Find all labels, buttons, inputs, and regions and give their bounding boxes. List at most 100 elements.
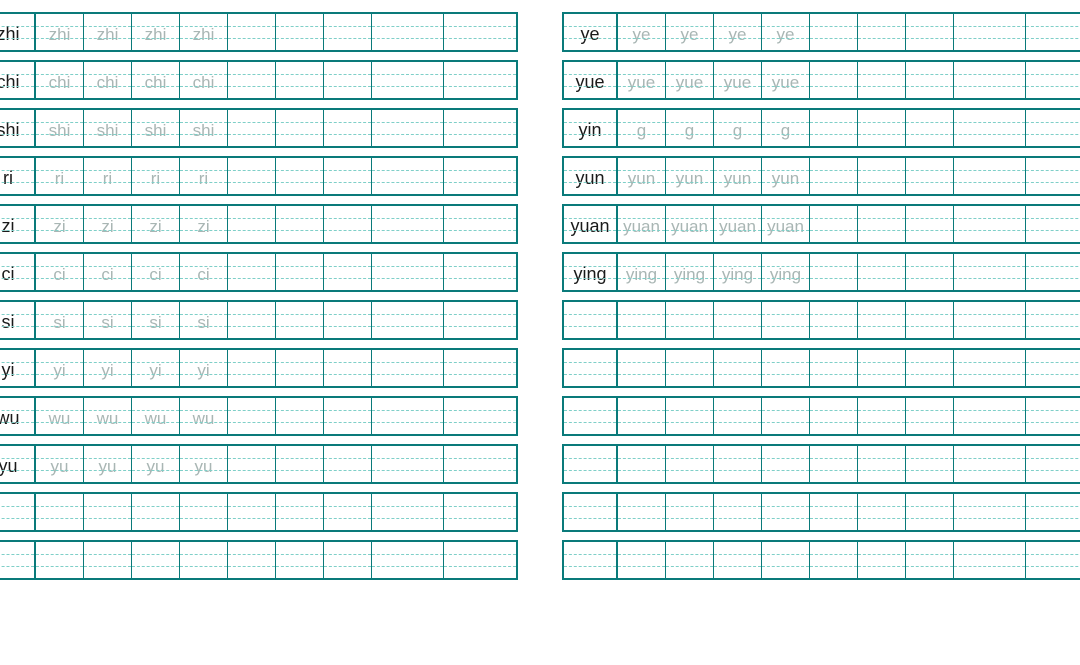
- trace-cell: [714, 302, 762, 338]
- blank-cell: [276, 62, 324, 98]
- blank-cell: [228, 62, 276, 98]
- blank-cell: [810, 14, 858, 50]
- trace-cell: wu: [84, 398, 132, 434]
- model-text: ying: [570, 265, 609, 283]
- trace-cell: zhi: [84, 14, 132, 50]
- model-cell: ci: [0, 254, 36, 290]
- trace-cell: yu: [132, 446, 180, 482]
- trace-cell: yue: [618, 62, 666, 98]
- blank-cell: [954, 446, 1026, 482]
- blank-cell: [324, 398, 372, 434]
- blank-cell: [372, 398, 444, 434]
- trace-cell: shi: [180, 110, 228, 146]
- blank-cell: [858, 398, 906, 434]
- trace-cell: shi: [84, 110, 132, 146]
- model-cell: ye: [564, 14, 618, 50]
- trace-cell: ying: [762, 254, 810, 290]
- trace-text: wu: [47, 410, 73, 427]
- trace-cell: yue: [762, 62, 810, 98]
- blank-cell: [276, 158, 324, 194]
- blank-cell: [372, 14, 444, 50]
- blank-cell: [228, 398, 276, 434]
- trace-cell: ci: [132, 254, 180, 290]
- trace-text: ying: [672, 266, 707, 283]
- blank-cell: [1026, 446, 1080, 482]
- trace-cell: si: [132, 302, 180, 338]
- blank-cell: [444, 302, 516, 338]
- blank-cell: [228, 206, 276, 242]
- trace-text: yi: [147, 362, 163, 379]
- trace-text: yun: [722, 170, 753, 187]
- blank-cell: [228, 350, 276, 386]
- model-text: ye: [577, 25, 602, 43]
- blank-cell: [906, 254, 954, 290]
- blank-cell: [906, 302, 954, 338]
- blank-cell: [858, 14, 906, 50]
- trace-text: chi: [191, 74, 217, 91]
- blank-cell: [228, 110, 276, 146]
- blank-cell: [906, 14, 954, 50]
- trace-cell: zhi: [36, 14, 84, 50]
- practice-row: [562, 300, 1080, 340]
- model-cell: [564, 302, 618, 338]
- trace-cell: wu: [36, 398, 84, 434]
- trace-cell: chi: [84, 62, 132, 98]
- trace-text: ci: [51, 266, 67, 283]
- trace-text: ying: [720, 266, 755, 283]
- trace-text: chi: [143, 74, 169, 91]
- blank-cell: [906, 110, 954, 146]
- blank-cell: [372, 446, 444, 482]
- trace-text: zhi: [191, 26, 217, 43]
- blank-cell: [1026, 206, 1080, 242]
- trace-cell: [84, 494, 132, 530]
- blank-cell: [954, 110, 1026, 146]
- practice-row: shishishishishi: [0, 108, 518, 148]
- practice-row: yingyingyingyingying: [562, 252, 1080, 292]
- trace-cell: yi: [132, 350, 180, 386]
- trace-text: yu: [145, 458, 167, 475]
- model-cell: [0, 494, 36, 530]
- blank-cell: [276, 494, 324, 530]
- trace-cell: ye: [714, 14, 762, 50]
- model-cell: wu: [0, 398, 36, 434]
- worksheet: zhizhizhizhizhichichichichichishishishis…: [12, 12, 1068, 588]
- trace-cell: [618, 542, 666, 578]
- practice-row: zizizizizi: [0, 204, 518, 244]
- trace-cell: si: [36, 302, 84, 338]
- trace-cell: [762, 542, 810, 578]
- trace-text: yue: [674, 74, 705, 91]
- blank-cell: [1026, 62, 1080, 98]
- trace-text: ye: [679, 26, 701, 43]
- blank-cell: [444, 542, 516, 578]
- model-text: zhi: [0, 25, 23, 43]
- blank-cell: [906, 542, 954, 578]
- trace-cell: zi: [132, 206, 180, 242]
- model-cell: zi: [0, 206, 36, 242]
- blank-cell: [228, 14, 276, 50]
- blank-cell: [324, 62, 372, 98]
- trace-cell: si: [180, 302, 228, 338]
- blank-cell: [810, 254, 858, 290]
- blank-cell: [810, 302, 858, 338]
- trace-cell: yue: [666, 62, 714, 98]
- model-cell: [564, 350, 618, 386]
- trace-cell: zi: [36, 206, 84, 242]
- practice-row: yueyueyueyueyue: [562, 60, 1080, 100]
- model-cell: chi: [0, 62, 36, 98]
- blank-cell: [372, 542, 444, 578]
- trace-cell: ci: [180, 254, 228, 290]
- model-text: shi: [0, 121, 23, 139]
- blank-cell: [858, 110, 906, 146]
- trace-text: ri: [149, 170, 162, 187]
- trace-cell: ye: [666, 14, 714, 50]
- trace-cell: yun: [714, 158, 762, 194]
- trace-cell: wu: [180, 398, 228, 434]
- blank-cell: [372, 302, 444, 338]
- blank-cell: [858, 494, 906, 530]
- trace-cell: g: [618, 110, 666, 146]
- blank-cell: [444, 158, 516, 194]
- trace-text: zi: [51, 218, 67, 235]
- practice-row: wuwuwuwuwu: [0, 396, 518, 436]
- blank-cell: [444, 494, 516, 530]
- blank-cell: [324, 110, 372, 146]
